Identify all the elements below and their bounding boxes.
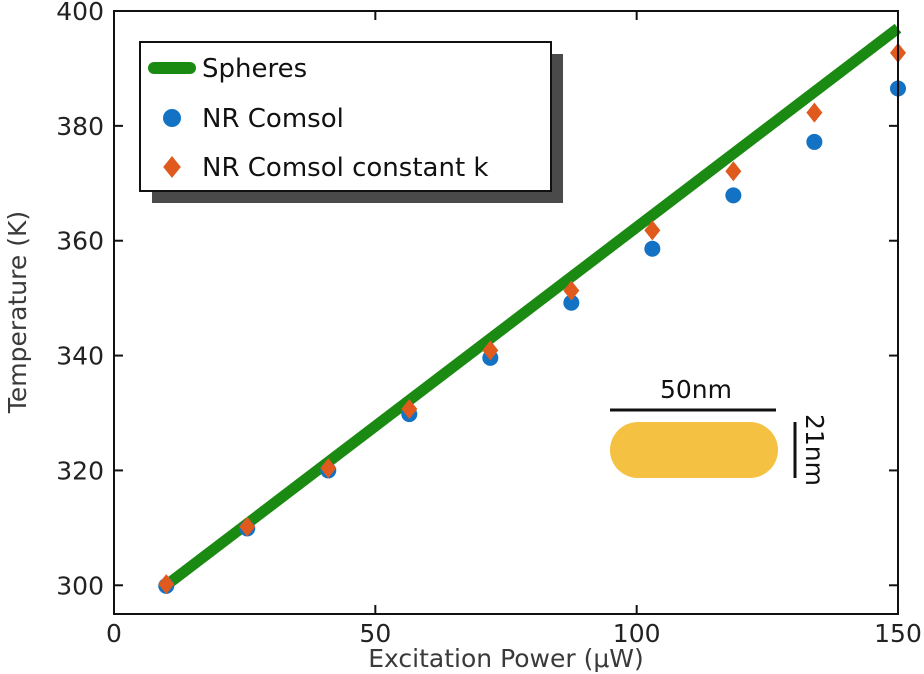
data-point-nr-comsol-constant-k: [239, 516, 256, 537]
legend-swatch-nr-comsol-constant-k: [163, 156, 181, 178]
y-tick-label: 340: [56, 342, 104, 371]
y-tick-label: 380: [56, 112, 104, 141]
y-axis-title: Temperature (K): [3, 211, 32, 414]
data-point-nr-comsol: [563, 294, 580, 311]
nanorod-shape: [610, 422, 778, 478]
legend-swatch-nr-comsol: [163, 109, 181, 127]
x-tick-label: 50: [359, 619, 391, 648]
y-tick-label: 360: [56, 227, 104, 256]
data-point-nr-comsol: [806, 133, 823, 150]
y-tick-label: 300: [56, 571, 104, 600]
scale-label-length: 50nm: [660, 375, 732, 404]
x-tick-label: 100: [613, 619, 661, 648]
legend-label: NR Comsol: [202, 104, 344, 134]
plot-frame: [113, 10, 899, 615]
legend: Spheres NR Comsol NR Comsol constant k: [139, 41, 563, 203]
scale-label-width: 21nm: [800, 414, 829, 486]
data-point-nr-comsol-constant-k: [158, 574, 175, 595]
legend-label: NR Comsol constant k: [202, 153, 488, 183]
data-point-nr-comsol-constant-k: [401, 398, 418, 419]
y-tick-label: 400: [56, 0, 104, 26]
marks-layer: [158, 23, 906, 595]
x-tick-label: 0: [106, 619, 122, 648]
y-tick-label: 320: [56, 456, 104, 485]
data-point-nr-comsol: [725, 187, 742, 204]
data-point-nr-comsol-constant-k: [644, 220, 661, 241]
x-axis-title: Excitation Power (μW): [368, 644, 643, 673]
data-point-nr-comsol: [644, 240, 661, 257]
legend-box: [139, 41, 552, 192]
data-point-nr-comsol-constant-k: [725, 161, 742, 182]
data-point-nr-comsol-constant-k: [806, 102, 823, 123]
data-point-nr-comsol-constant-k: [320, 458, 337, 479]
legend-label: Spheres: [202, 54, 307, 84]
x-tick-label: 150: [874, 619, 922, 648]
nanorod-inset: 50nm 21nm: [610, 375, 829, 486]
axes-layer: 0 50 100 150 300 320 340 360 380 400: [56, 0, 922, 648]
data-point-nr-comsol-constant-k: [482, 340, 499, 361]
data-point-nr-comsol-constant-k: [563, 280, 580, 301]
series-line-spheres: [162, 23, 902, 590]
